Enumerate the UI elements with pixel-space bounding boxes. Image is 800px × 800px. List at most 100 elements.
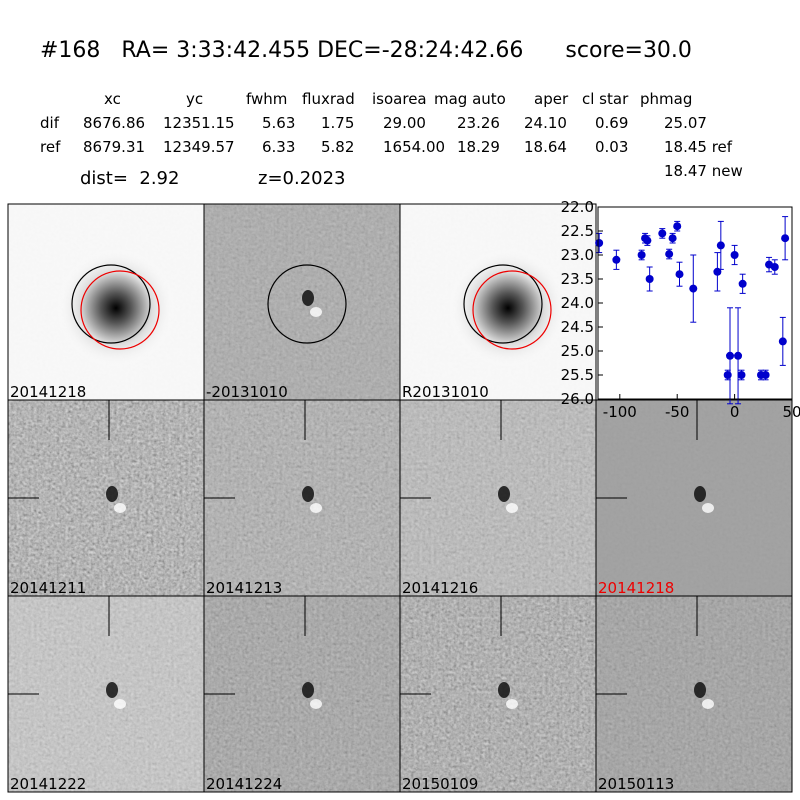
residual-dark [302,290,314,306]
cell: 12351.15 [163,114,235,132]
cell: 24.10 [524,114,567,132]
image-noise [596,596,792,792]
column-header: mag auto [434,90,506,108]
cell: 8679.31 [83,138,145,156]
column-header: aper [534,90,569,108]
image-noise [400,400,596,596]
lightcurve: 22.0 22.5 23.0 23.5 24.0 24.5 25.0 25.5 26.0 -100… [561,198,800,421]
panel-label: 20150113 [598,775,674,793]
row-label: ref [40,138,61,156]
y-tick-label: 24.5 [561,318,594,336]
residual-dark [498,682,510,698]
column-header: cl star [582,90,629,108]
x-tick-label: 0 [730,403,740,421]
panel-label: 20141218 [598,579,674,597]
galaxy [56,248,176,368]
residual-bright [310,699,322,709]
image-noise [204,400,400,596]
panel-label: 20150109 [402,775,478,793]
image-panel: 20141218 [595,399,793,597]
image-panel: 20141211 [7,399,205,597]
table: xc yc fwhm fluxrad isoarea mag auto aper cl sta… [40,90,743,180]
y-tick-label: 26.0 [561,390,594,408]
residual-dark [302,486,314,502]
image-panel: 20141213 [203,399,401,597]
redshift: z=0.2023 [258,168,346,189]
plot-frame [597,206,793,400]
column-header: fluxrad [302,90,355,108]
panel-label: 20141213 [206,579,282,597]
residual-bright [702,699,714,709]
residual-bright [506,503,518,513]
x-tick-label: -100 [603,403,637,421]
x-tick-label: -50 [665,403,690,421]
title: #168 RA= 3:33:42.455 DEC=-28:24:42.66 sc… [40,38,692,63]
point [738,279,747,288]
cell: 18.45 ref [664,138,733,156]
panel-label: -20131010 [206,383,288,401]
image-panel: 20141224 [203,595,401,793]
y-tick-label: 22.5 [561,222,594,240]
image-noise [596,400,792,596]
row-label: dif [40,114,60,132]
cell: 0.69 [595,114,628,132]
cell: 23.26 [457,114,500,132]
point [770,263,779,271]
panel-label: 20141222 [10,775,86,793]
residual-dark [302,682,314,698]
column-header: fwhm [246,90,287,108]
point [665,250,674,259]
residual-dark [694,682,706,698]
column-header: yc [186,90,203,108]
image-noise [8,596,204,792]
galaxy [448,248,568,368]
panel-label: 20141211 [10,579,86,597]
y-tick-label: 23.0 [561,246,594,264]
aperture-ref [472,270,552,350]
plot-background [598,207,792,399]
cell: 25.07 [664,114,707,132]
residual-bright [114,503,126,513]
cell: 8676.86 [83,114,145,132]
y-tick-label: 23.5 [561,270,594,288]
panel-frame [595,595,793,793]
image-noise [204,204,400,400]
panel-label: 20141218 [10,383,86,401]
image-panel: 20150109 [399,595,597,793]
point [675,270,684,279]
cell: 18.47 new [664,162,743,180]
point [737,371,746,379]
aperture [267,264,347,344]
image-panel: -20131010 [203,203,401,401]
y-tick-label: 24.0 [561,294,594,312]
residual-bright [506,699,518,709]
residual-bright [310,503,322,513]
aperture [463,264,543,344]
residual-dark [106,486,118,502]
column-header: phmag [640,90,692,108]
cell: 18.64 [524,138,567,156]
panels: 20141218 -20131010 R20131010 20141211 201412… [7,203,793,793]
residual-dark [106,682,118,698]
cell: 6.33 [262,138,295,156]
panel-label: 20141224 [206,775,282,793]
dist: dist= 2.92 [80,168,179,189]
cell: 29.00 [383,114,426,132]
point [673,222,682,231]
residual-dark [498,486,510,502]
cell: 1.75 [321,114,354,132]
y-tick-label: 25.5 [561,366,594,384]
image-panel: R20131010 [399,203,597,401]
point [668,234,677,243]
cell: 1654.00 [383,138,445,156]
point [643,236,652,245]
column-header: isoarea [372,90,427,108]
point [761,371,770,379]
point [778,337,787,346]
panel-label: R20131010 [402,383,489,401]
residual-bright [114,699,126,709]
y-tick-label: 22.0 [561,198,594,216]
image-panel: 20150113 [595,595,793,793]
x-tick-label: 50 [782,403,800,421]
